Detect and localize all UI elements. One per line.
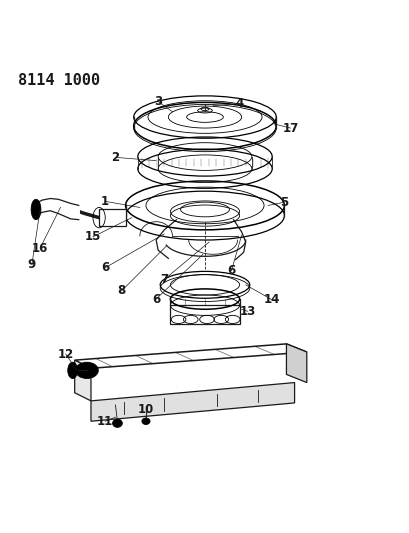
Text: 7: 7 [160,273,168,286]
Ellipse shape [142,418,150,424]
Ellipse shape [75,362,98,378]
Polygon shape [91,383,294,421]
Text: 1: 1 [101,195,109,208]
Ellipse shape [67,362,77,378]
Text: 14: 14 [263,293,280,306]
Text: 10: 10 [137,403,154,416]
Text: 13: 13 [239,305,255,318]
Text: 9: 9 [28,258,36,271]
Polygon shape [74,360,91,401]
FancyBboxPatch shape [99,209,125,226]
Polygon shape [286,344,306,383]
Text: 3: 3 [154,95,162,108]
Text: 12: 12 [57,348,74,360]
Text: 11: 11 [97,415,113,428]
Text: 15: 15 [85,230,101,243]
Text: 6: 6 [152,293,160,305]
Text: 6: 6 [227,264,235,277]
Text: 16: 16 [32,241,48,255]
Text: 8114 1000: 8114 1000 [18,73,99,88]
FancyBboxPatch shape [170,305,239,324]
Polygon shape [74,344,306,368]
Text: 8: 8 [117,285,125,297]
Text: 6: 6 [101,261,109,274]
Text: 5: 5 [280,196,288,208]
Text: 17: 17 [282,122,298,134]
Ellipse shape [112,419,122,427]
Text: 2: 2 [111,151,119,164]
Ellipse shape [31,199,41,220]
Text: 4: 4 [235,97,243,110]
